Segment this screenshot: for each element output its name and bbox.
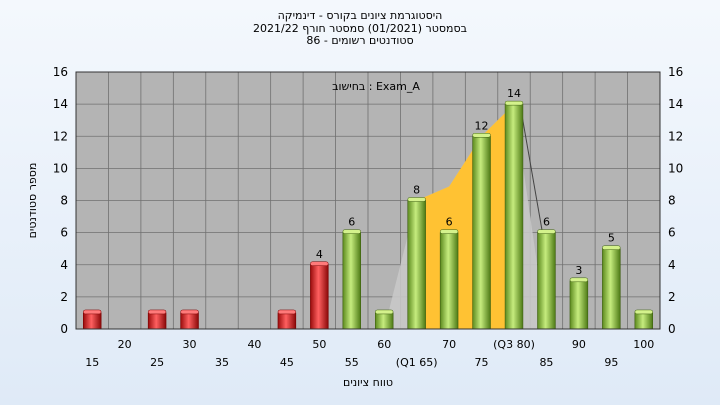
x-tick-label: 85 xyxy=(539,356,553,369)
bar-top-cap xyxy=(375,309,394,315)
x-tick-label: 100 xyxy=(633,338,654,351)
y-tick-label-left: 12 xyxy=(53,129,68,143)
histogram-bar xyxy=(569,280,589,330)
x-tick-label: 70 xyxy=(442,338,456,351)
title-line-enrolled: סטודנטים רשומים - 86 xyxy=(306,34,414,47)
y-tick-label-left: 0 xyxy=(60,322,68,336)
data-label: 3 xyxy=(575,264,582,277)
y-tick-label-left: 4 xyxy=(60,258,68,272)
histogram-bar xyxy=(504,103,524,330)
x-tick-label: 25 xyxy=(150,356,164,369)
data-label: 6 xyxy=(543,216,550,229)
bar-top-cap xyxy=(180,309,199,315)
y-tick-label-right: 12 xyxy=(668,129,683,143)
x-tick-label: 55 xyxy=(345,356,359,369)
x-tick-label: 30 xyxy=(183,338,197,351)
histogram-bar xyxy=(537,232,556,330)
y-tick-label-right: 4 xyxy=(668,258,676,272)
quartile-edge-line xyxy=(519,104,543,233)
y-tick-label-right: 0 xyxy=(668,322,676,336)
x-tick-label: 50 xyxy=(312,338,326,351)
data-label: 8 xyxy=(413,184,420,197)
histogram-bar xyxy=(310,264,329,330)
plot-border xyxy=(75,71,661,330)
histogram-bar xyxy=(83,312,102,330)
chart-title: היסטוגרמת ציונים בקורס - דינמיקה בסמסטר … xyxy=(0,9,720,48)
x-axis-title: טווח ציונים xyxy=(343,376,393,389)
bar-top-cap xyxy=(569,277,589,283)
bar-top-cap xyxy=(83,309,102,315)
bar-top-cap xyxy=(634,309,653,315)
chart-annotation: בחישוב : Exam_A xyxy=(332,80,420,93)
histogram-bar xyxy=(342,232,362,330)
histogram-bar xyxy=(439,232,459,330)
x-tick-label: 75 xyxy=(475,356,489,369)
histogram-bar xyxy=(147,312,167,330)
histogram-bar xyxy=(634,312,653,330)
bar-top-cap xyxy=(439,229,459,234)
histogram-bar xyxy=(277,312,297,330)
y-tick-label-left: 2 xyxy=(60,290,68,304)
bar-top-cap xyxy=(310,261,329,266)
title-line-course: היסטוגרמת ציונים בקורס - דינמיקה xyxy=(277,9,443,22)
data-label: 12 xyxy=(475,119,489,132)
x-tick-label: (Q1 65) xyxy=(396,356,438,369)
y-tick-label-right: 8 xyxy=(668,194,676,208)
x-tick-label: 20 xyxy=(118,338,132,351)
y-tick-label-left: 8 xyxy=(60,194,68,208)
y-tick-label-left: 14 xyxy=(53,97,68,111)
x-tick-label: (Q3 80) xyxy=(493,338,535,351)
data-label: 6 xyxy=(348,216,355,229)
data-label: 6 xyxy=(446,216,453,229)
data-label: 5 xyxy=(608,232,615,245)
y-tick-label-right: 16 xyxy=(668,65,683,79)
y-tick-label-right: 2 xyxy=(668,290,676,304)
data-label: 4 xyxy=(316,248,323,261)
x-tick-label: 90 xyxy=(572,338,586,351)
bar-top-cap xyxy=(602,245,621,250)
y-tick-label-left: 16 xyxy=(53,65,68,79)
x-tick-label: 40 xyxy=(247,338,261,351)
y-tick-label-right: 6 xyxy=(668,226,676,240)
histogram-bar xyxy=(180,312,199,330)
y-tick-label-right: 14 xyxy=(668,97,683,111)
histogram-bar xyxy=(407,200,426,330)
y-tick-label-left: 6 xyxy=(60,226,68,240)
title-line-semester: בסמסטר (01/2021) סמסטר חורף 2021/22 xyxy=(253,21,467,35)
bar-top-cap xyxy=(504,100,524,106)
y-tick-label-left: 10 xyxy=(53,161,68,175)
bar-top-cap xyxy=(147,309,167,315)
bar-top-cap xyxy=(537,229,556,234)
x-tick-label: 60 xyxy=(377,338,391,351)
data-label: 14 xyxy=(507,87,521,100)
bar-top-cap xyxy=(342,229,361,234)
histogram-bar xyxy=(472,135,491,330)
bar-top-cap xyxy=(277,309,297,315)
y-tick-label-right: 10 xyxy=(668,161,683,175)
histogram-bar xyxy=(374,312,394,330)
histogram-bar xyxy=(602,248,621,330)
x-tick-label: 15 xyxy=(85,356,99,369)
x-tick-label: 95 xyxy=(604,356,618,369)
x-tick-label: 35 xyxy=(215,356,229,369)
bar-top-cap xyxy=(407,197,426,202)
bar-top-cap xyxy=(472,133,491,138)
y-axis-title: מספר סטודנטים xyxy=(26,163,39,239)
x-tick-label: 45 xyxy=(280,356,294,369)
